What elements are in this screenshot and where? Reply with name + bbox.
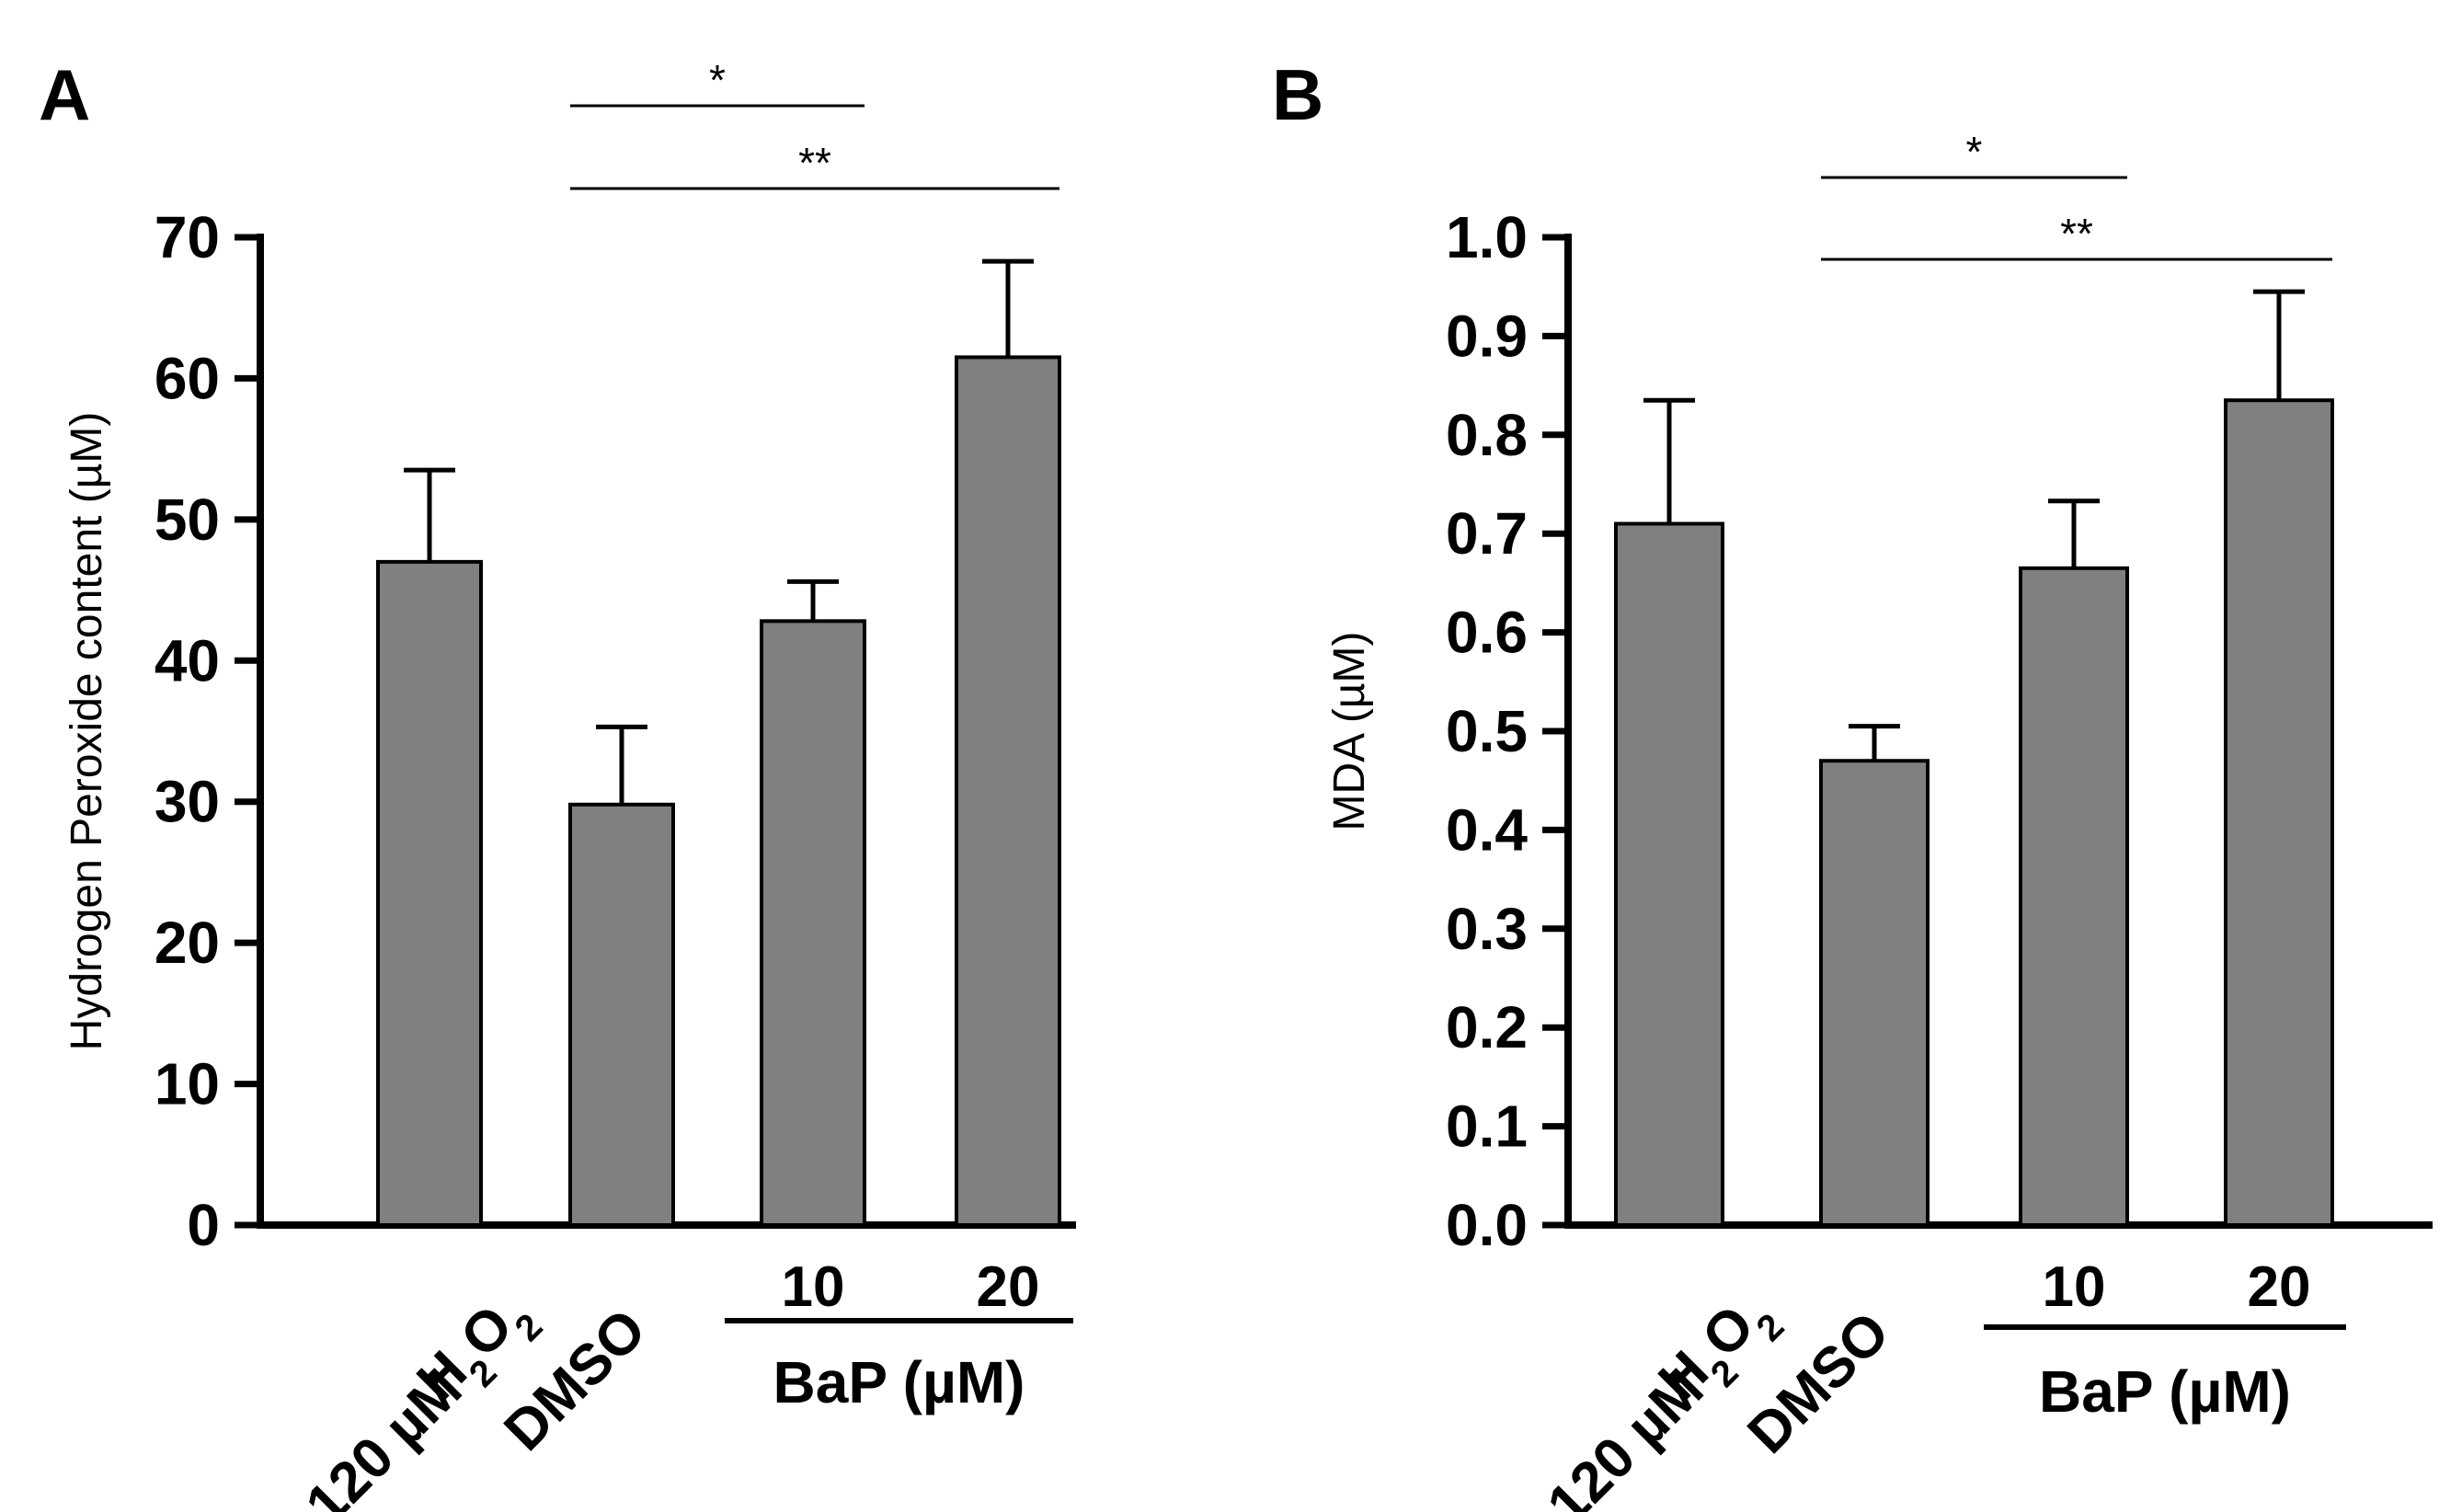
y-tick-label: 60	[155, 345, 220, 411]
formula-letter: O	[449, 1293, 525, 1369]
y-tick-label: 0.5	[1446, 698, 1528, 764]
x-category-label: 10	[782, 1255, 845, 1319]
y-tick-label: 0.8	[1446, 402, 1528, 468]
y-tick-label: 0	[187, 1192, 220, 1258]
y-tick-label: 70	[155, 204, 220, 270]
significance-label: *	[709, 56, 726, 104]
bar	[2224, 398, 2334, 1227]
y-tick-label: 0.0	[1446, 1192, 1528, 1258]
y-axis-title: Hydrogen Peroxide content (µM)	[63, 412, 111, 1051]
y-tick-label: 0.3	[1446, 896, 1528, 962]
y-tick-label: 0.2	[1446, 994, 1528, 1060]
y-tick-label: 0.1	[1446, 1094, 1528, 1160]
y-tick-label: 0.7	[1446, 500, 1528, 567]
bar	[2019, 566, 2129, 1227]
significance-label: *	[1966, 128, 1983, 176]
y-tick-label: 10	[155, 1051, 220, 1117]
y-tick-label: 0.6	[1446, 600, 1528, 666]
significance-label: **	[798, 139, 831, 187]
y-tick-label: 20	[155, 910, 220, 976]
panel-b: B 0.0 0.1 0.2 0.3 0.4 0.5 0.6 0.7 0.8 0.9 1.0 MDA (µ…	[1272, 54, 2433, 1512]
y-tick-label: 0.4	[1446, 796, 1528, 863]
significance-label: **	[2060, 210, 2093, 258]
bar	[760, 619, 866, 1227]
y-tick-label: 30	[155, 769, 220, 835]
x-category-label: 10	[2043, 1255, 2106, 1319]
formula-letter: O	[1690, 1293, 1767, 1369]
bar	[955, 355, 1061, 1227]
bar	[376, 559, 483, 1227]
y-tick-label: 0.9	[1446, 303, 1528, 369]
panel-letter: A	[39, 54, 90, 135]
panel-a: A 0 10 20 30 40 50 60 70 Hydrogen Peroxide conten…	[39, 54, 1076, 1512]
y-tick-label: 50	[155, 487, 220, 553]
y-tick-label: 1.0	[1446, 204, 1528, 270]
y-axis-title: MDA (µM)	[1325, 632, 1374, 831]
bar	[1614, 521, 1724, 1227]
group-label: BaP (µM)	[2039, 1358, 2291, 1425]
x-category-label: 20	[2248, 1255, 2311, 1319]
x-category-label: 20	[977, 1255, 1040, 1319]
bar	[1819, 759, 1930, 1227]
panel-letter: B	[1272, 54, 1323, 135]
group-label: BaP (µM)	[773, 1349, 1025, 1415]
bar	[568, 802, 675, 1227]
y-tick-label: 40	[155, 627, 220, 693]
